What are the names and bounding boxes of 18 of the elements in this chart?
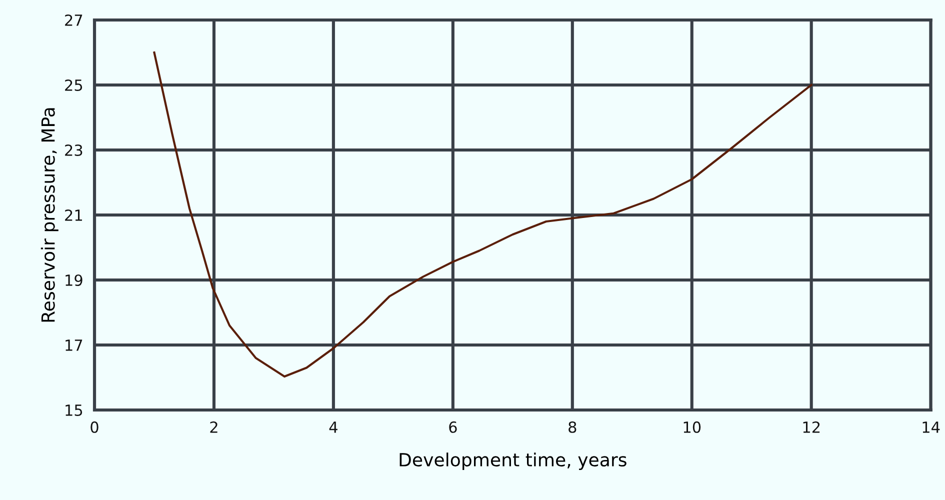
y-tick-label: 15	[66, 404, 82, 416]
y-tick-label: 19	[66, 274, 82, 286]
x-tick-label: 8	[568, 421, 576, 433]
x-axis-title: Development time, years	[400, 452, 626, 470]
y-tick-label: 27	[65, 14, 82, 26]
y-axis-title: Reservoir pressure, MPa	[40, 108, 58, 322]
y-tick-label: 21	[65, 209, 82, 221]
x-tick-label: 12	[803, 421, 820, 433]
line-series	[153, 51, 812, 378]
x-tick-label: 10	[684, 421, 701, 433]
y-tick-label: 23	[65, 144, 82, 156]
y-tick-label: 25	[65, 79, 82, 92]
x-tick-label: 4	[329, 422, 338, 433]
x-tick-label: 2	[210, 421, 218, 433]
x-tick-label: 6	[449, 421, 457, 433]
y-tick-label: 17	[66, 340, 82, 351]
x-tick-label: 0	[90, 421, 98, 433]
x-tick-label: 14	[922, 422, 940, 433]
